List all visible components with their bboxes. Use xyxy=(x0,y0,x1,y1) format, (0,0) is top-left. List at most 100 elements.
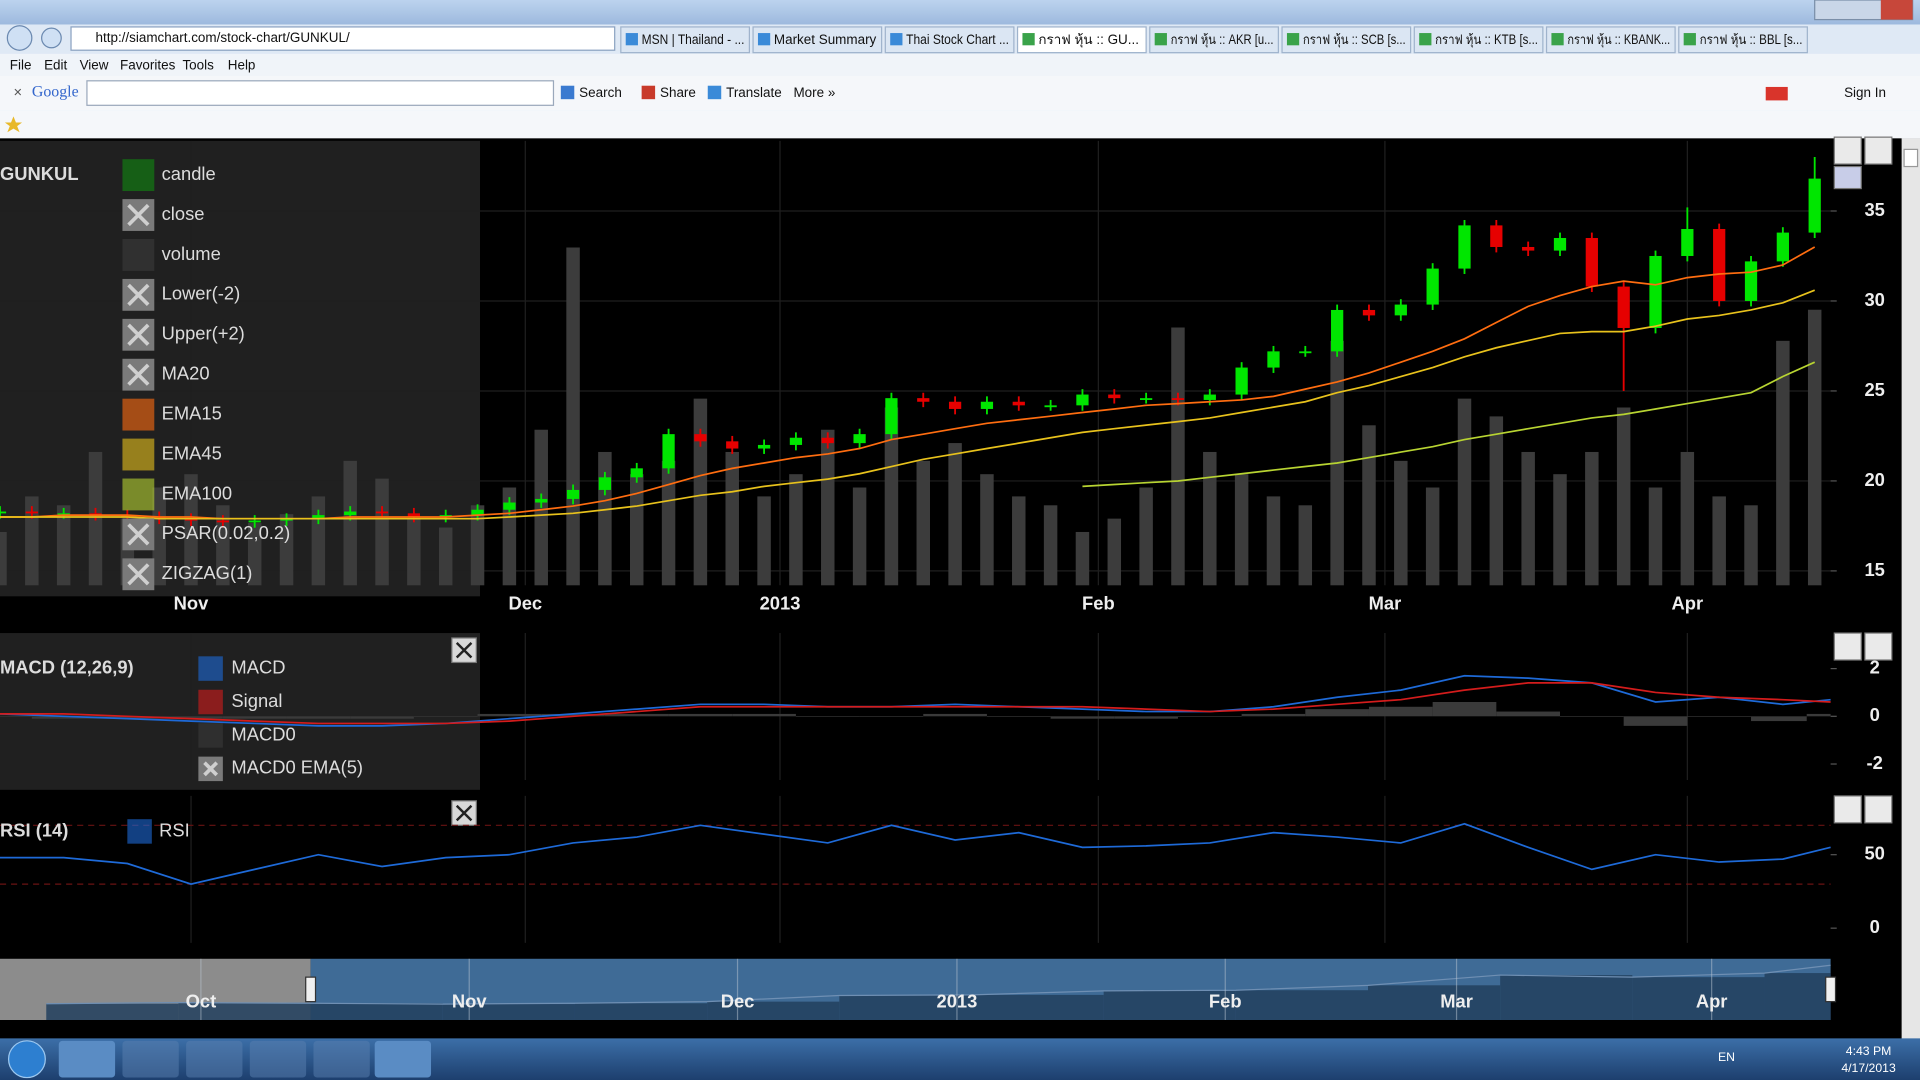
firefox-icon[interactable] xyxy=(122,1040,179,1078)
edit-tool[interactable] xyxy=(1833,795,1862,824)
legend-swatch[interactable] xyxy=(122,159,155,192)
tab[interactable] xyxy=(1016,26,1147,54)
ie-icon[interactable] xyxy=(58,1040,116,1078)
start-button[interactable] xyxy=(7,1040,46,1079)
legend-label[interactable]: volume xyxy=(162,243,221,264)
legend-swatch[interactable] xyxy=(198,656,223,681)
erase-tool[interactable] xyxy=(1864,632,1893,661)
erase-tool[interactable] xyxy=(1864,795,1893,824)
scroll-thumb[interactable] xyxy=(1903,148,1919,168)
menu-item[interactable]: Edit xyxy=(44,58,67,73)
toolbar-button[interactable]: Search xyxy=(579,85,622,100)
tab-title[interactable]: กราฟ หุ้น :: AKR [u... xyxy=(1171,32,1274,48)
tab-title[interactable]: กราฟ หุ้น :: BBL [s... xyxy=(1700,32,1803,48)
candle-body xyxy=(439,515,452,517)
legend-label[interactable]: close xyxy=(162,203,205,224)
tab-title[interactable]: Market Summary xyxy=(774,32,877,47)
edit-tool[interactable] xyxy=(1833,136,1862,165)
word-icon[interactable] xyxy=(374,1040,432,1078)
legend-x xyxy=(127,563,150,586)
toolbar-button[interactable]: Share xyxy=(660,85,696,100)
legend-label[interactable]: ZIGZAG(1) xyxy=(162,562,253,583)
legend-label[interactable]: MACD0 EMA(5) xyxy=(231,757,363,778)
legend-swatch[interactable] xyxy=(198,689,223,715)
macd-legend-box xyxy=(0,633,480,790)
clock-time[interactable]: 4:43 PM xyxy=(1846,1044,1892,1058)
tab-title[interactable]: Thai Stock Chart ... xyxy=(906,32,1009,47)
scrollbar[interactable] xyxy=(1901,138,1920,1040)
plus-one[interactable] xyxy=(1765,86,1788,101)
volume-bar xyxy=(279,514,294,586)
menu-tool[interactable] xyxy=(1833,165,1862,190)
excel-icon[interactable] xyxy=(313,1040,370,1078)
legend-label[interactable]: EMA45 xyxy=(162,442,222,463)
back-button[interactable] xyxy=(6,25,33,51)
legend-label[interactable]: candle xyxy=(162,163,216,184)
favorites-star[interactable] xyxy=(4,116,23,133)
tab-icon xyxy=(1286,33,1300,46)
legend-swatch[interactable] xyxy=(198,723,223,748)
menu-item[interactable]: Favorites xyxy=(120,58,176,73)
tab[interactable] xyxy=(1678,26,1808,54)
legend-swatch[interactable] xyxy=(122,398,155,431)
navigator-handle[interactable] xyxy=(1825,976,1837,1003)
menu-item[interactable]: File xyxy=(10,58,32,73)
legend-swatch[interactable] xyxy=(122,438,155,471)
tab[interactable] xyxy=(1545,26,1676,54)
toolbar-icon xyxy=(707,85,722,100)
toolbar-button[interactable]: Translate xyxy=(726,85,782,100)
volume-bar xyxy=(470,505,485,586)
address-bar[interactable] xyxy=(70,26,616,51)
volume-bar xyxy=(1171,327,1185,586)
chart-title: GUNKUL xyxy=(0,163,79,184)
tab-title[interactable]: กราฟ หุ้น :: KBANK... xyxy=(1567,32,1670,48)
explorer-icon[interactable] xyxy=(186,1040,243,1078)
tab[interactable] xyxy=(1149,26,1279,54)
chart-line: 2 0 -2 MACD (12,26,9) MACD Signal MACD0 MACD0 E… xyxy=(0,633,1883,782)
legend-label[interactable]: RSI xyxy=(159,819,190,840)
legend-swatch[interactable] xyxy=(122,478,155,511)
candle-body xyxy=(1362,309,1376,316)
forward-button[interactable] xyxy=(41,27,62,49)
tab-title[interactable]: กราฟ หุ้น :: GU... xyxy=(1038,32,1139,48)
price-legend-box xyxy=(0,140,480,597)
language[interactable]: EN xyxy=(1718,1050,1735,1064)
legend-label[interactable]: MACD xyxy=(231,656,285,677)
tab[interactable] xyxy=(1281,26,1412,54)
tab[interactable] xyxy=(620,26,750,54)
legend-label[interactable]: EMA15 xyxy=(162,402,222,423)
tab[interactable] xyxy=(752,26,883,54)
legend-label[interactable]: Signal xyxy=(231,690,282,711)
sign-in[interactable]: Sign In xyxy=(1844,85,1886,100)
x-tick-label: Feb xyxy=(1082,593,1115,614)
clock-date[interactable]: 4/17/2013 xyxy=(1841,1061,1896,1075)
search-input[interactable] xyxy=(86,80,555,106)
edit-tool[interactable] xyxy=(1833,632,1862,661)
erase-tool[interactable] xyxy=(1864,136,1893,165)
toolbar-close[interactable]: × xyxy=(13,85,22,101)
legend-label[interactable]: Upper(+2) xyxy=(162,323,245,344)
legend-swatch[interactable] xyxy=(127,819,152,844)
volume-bar xyxy=(216,505,230,586)
legend-label[interactable]: MACD0 xyxy=(231,723,295,744)
tab-title[interactable]: MSN | Thailand - ... xyxy=(642,32,745,47)
legend-label[interactable]: Lower(-2) xyxy=(162,283,241,304)
legend-swatch[interactable] xyxy=(122,239,155,271)
tab[interactable] xyxy=(1413,26,1544,54)
toolbar-button[interactable]: More » xyxy=(793,85,835,100)
tab[interactable] xyxy=(884,26,1015,54)
legend-label[interactable]: PSAR(0.02,0.2) xyxy=(162,522,291,543)
legend-label[interactable]: MA20 xyxy=(162,363,210,384)
menu-item[interactable]: Help xyxy=(228,58,256,73)
media-icon[interactable] xyxy=(249,1040,307,1078)
legend-label[interactable]: EMA100 xyxy=(162,482,232,503)
tab-title[interactable]: กราฟ หุ้น :: SCB [s... xyxy=(1303,32,1406,48)
navigator-handle[interactable] xyxy=(305,976,317,1003)
menu-item[interactable]: Tools xyxy=(182,58,214,73)
y-tick-label: 35 xyxy=(1864,199,1884,220)
navigator-area xyxy=(1764,973,1831,1020)
tab-title[interactable]: กราฟ หุ้น :: KTB [s... xyxy=(1435,32,1538,48)
menu-item[interactable]: View xyxy=(80,58,109,73)
close-window[interactable] xyxy=(1880,0,1913,20)
